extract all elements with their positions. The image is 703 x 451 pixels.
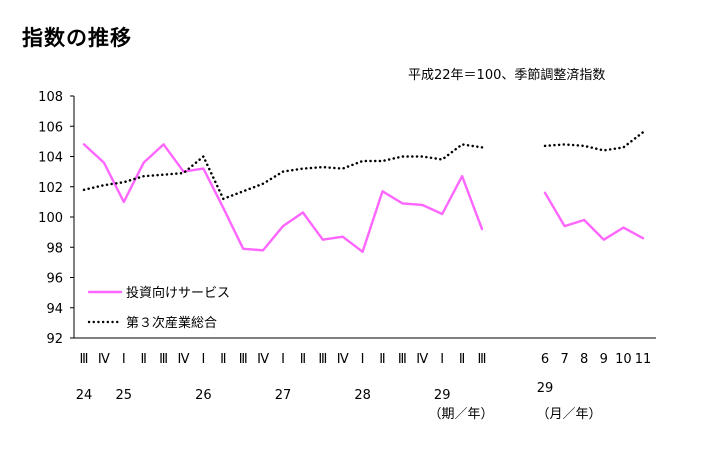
x-quarter-label: Ⅱ: [379, 352, 385, 367]
x-quarter-label: Ⅳ: [337, 352, 349, 367]
y-tick-label: 98: [46, 241, 63, 256]
x-quarter-label: Ⅱ: [140, 352, 146, 367]
legend-label: 投資向けサービス: [126, 285, 230, 301]
x-quarter-label: Ⅰ: [440, 352, 444, 367]
x-month-label: 6: [541, 352, 549, 367]
x-quarter-label: Ⅲ: [239, 352, 248, 367]
x-year-label: 29: [434, 388, 451, 403]
x-year-label: 28: [354, 388, 371, 403]
x-year-label: 24: [76, 388, 93, 403]
y-tick-label: 100: [38, 211, 63, 226]
x-quarter-label: Ⅲ: [318, 352, 327, 367]
x-quarter-label: Ⅲ: [80, 352, 89, 367]
x-month-label: 10: [615, 352, 632, 367]
legend-label: 第３次産業総合: [126, 315, 217, 331]
x-quarter-label: Ⅰ: [281, 352, 285, 367]
y-tick-label: 92: [46, 332, 63, 347]
x-quarter-label: Ⅰ: [361, 352, 365, 367]
x-quarter-label: Ⅱ: [300, 352, 306, 367]
x-quarter-label: Ⅳ: [178, 352, 190, 367]
x-month-label: 7: [560, 352, 568, 367]
investment-services-monthly-line: [543, 191, 645, 241]
tertiary-industry-quarterly-line: [82, 143, 484, 201]
x-month-label: 11: [635, 352, 652, 367]
y-tick-label: 102: [38, 181, 63, 196]
x-quarter-label: Ⅲ: [398, 352, 407, 367]
x-quarter-label: Ⅱ: [459, 352, 465, 367]
y-tick-label: 94: [46, 302, 63, 317]
chart-subtitle: 平成22年＝100、季節調整済指数: [408, 68, 606, 83]
x-month-label: 8: [580, 352, 588, 367]
x-year-label: 26: [195, 388, 212, 403]
x-quarter-label: Ⅰ: [201, 352, 205, 367]
x-quarter-label: Ⅲ: [478, 352, 487, 367]
x-month-unit-label: （月／年）: [536, 407, 601, 422]
x-quarter-label: Ⅰ: [122, 352, 126, 367]
x-quarter-label: Ⅳ: [257, 352, 269, 367]
y-tick-label: 96: [46, 272, 63, 287]
investment-services-quarterly-line: [82, 143, 484, 253]
y-tick-label: 108: [38, 90, 63, 105]
x-quarter-label: Ⅲ: [159, 352, 168, 367]
x-month-year-label: 29: [537, 381, 554, 396]
x-quarter-label: Ⅳ: [416, 352, 428, 367]
x-month-label: 9: [600, 352, 608, 367]
tertiary-industry-monthly-line: [543, 131, 645, 152]
y-tick-label: 104: [38, 151, 63, 166]
chart-title: 指数の推移: [22, 26, 132, 50]
x-year-label: 25: [116, 388, 133, 403]
y-tick-label: 106: [38, 120, 63, 135]
x-year-label: 27: [275, 388, 292, 403]
x-quarter-unit-label: （期／年）: [428, 407, 493, 422]
x-quarter-label: Ⅱ: [220, 352, 226, 367]
x-quarter-label: Ⅳ: [98, 352, 110, 367]
